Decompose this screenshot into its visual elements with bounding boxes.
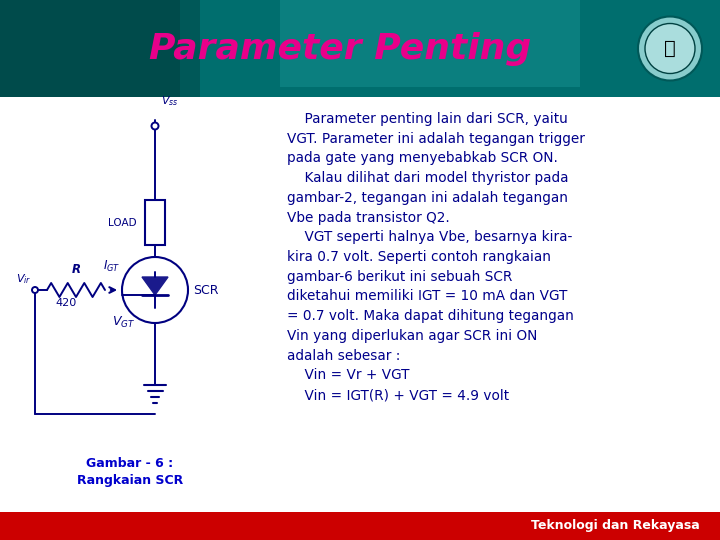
Bar bbox=[145, 200, 165, 245]
Circle shape bbox=[645, 24, 695, 73]
Text: Parameter penting lain dari SCR, yaitu
VGT. Parameter ini adalah tegangan trigge: Parameter penting lain dari SCR, yaitu V… bbox=[287, 112, 585, 402]
FancyBboxPatch shape bbox=[0, 97, 720, 512]
Text: $I_{GT}$: $I_{GT}$ bbox=[103, 259, 120, 274]
Text: $V_{ir}$: $V_{ir}$ bbox=[16, 272, 31, 286]
Text: 🏛: 🏛 bbox=[664, 39, 676, 58]
Text: Teknologi dan Rekayasa: Teknologi dan Rekayasa bbox=[531, 519, 700, 532]
Circle shape bbox=[122, 257, 188, 323]
Circle shape bbox=[32, 287, 38, 293]
Text: LOAD: LOAD bbox=[109, 218, 137, 227]
Polygon shape bbox=[142, 277, 168, 295]
FancyBboxPatch shape bbox=[280, 0, 580, 87]
Text: SCR: SCR bbox=[193, 284, 218, 296]
FancyBboxPatch shape bbox=[200, 0, 720, 97]
Text: $V_{ss}$: $V_{ss}$ bbox=[161, 94, 179, 108]
Circle shape bbox=[151, 123, 158, 130]
Text: 420: 420 bbox=[55, 298, 76, 308]
FancyBboxPatch shape bbox=[0, 0, 180, 97]
FancyBboxPatch shape bbox=[0, 512, 720, 540]
Text: Parameter Penting: Parameter Penting bbox=[149, 31, 531, 65]
FancyBboxPatch shape bbox=[0, 0, 720, 97]
Text: R: R bbox=[71, 263, 81, 276]
Text: Gambar - 6 :
Rangkaian SCR: Gambar - 6 : Rangkaian SCR bbox=[77, 457, 183, 487]
Circle shape bbox=[638, 17, 702, 80]
Text: $V_{GT}$: $V_{GT}$ bbox=[112, 315, 135, 330]
